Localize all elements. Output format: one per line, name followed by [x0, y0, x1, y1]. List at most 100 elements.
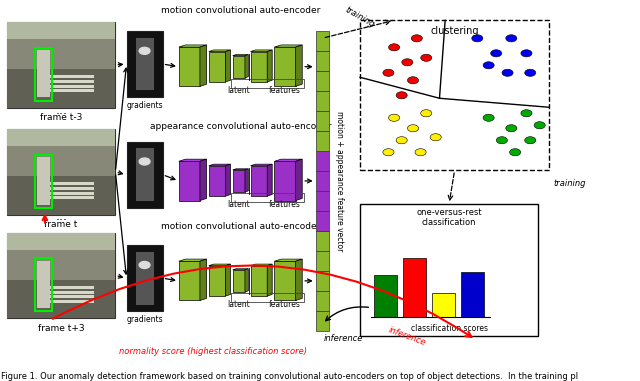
Polygon shape [233, 56, 245, 78]
Polygon shape [233, 270, 245, 292]
Polygon shape [245, 54, 248, 78]
Polygon shape [233, 269, 248, 270]
Text: Figure 1. Our anomaly detection framework based on training convolutional auto-e: Figure 1. Our anomaly detection framewor… [1, 372, 579, 381]
Polygon shape [316, 51, 330, 71]
Circle shape [483, 114, 494, 121]
Text: motion convolutional auto-encoder: motion convolutional auto-encoder [161, 222, 320, 231]
Bar [45, 197, 93, 199]
Polygon shape [209, 51, 225, 82]
Bar [45, 182, 93, 185]
Circle shape [420, 110, 432, 117]
Circle shape [139, 158, 150, 165]
Polygon shape [245, 269, 248, 292]
Polygon shape [316, 111, 330, 131]
Polygon shape [250, 50, 272, 51]
Polygon shape [268, 164, 272, 196]
Bar [7, 233, 115, 250]
Polygon shape [250, 166, 268, 196]
Bar [37, 157, 51, 205]
Bar [45, 75, 93, 78]
Bar [7, 280, 115, 319]
Polygon shape [209, 266, 225, 296]
Circle shape [521, 110, 532, 117]
Bar [403, 258, 426, 317]
Polygon shape [225, 164, 230, 196]
Bar [360, 204, 538, 336]
Text: frame t+3: frame t+3 [38, 324, 84, 333]
Polygon shape [200, 45, 207, 86]
Text: one-versus-rest
classification: one-versus-rest classification [416, 208, 482, 227]
Polygon shape [179, 259, 207, 261]
Circle shape [483, 62, 494, 69]
Circle shape [521, 50, 532, 57]
Circle shape [388, 44, 399, 51]
Bar [7, 22, 115, 39]
Bar [45, 80, 93, 83]
Polygon shape [245, 169, 248, 192]
Polygon shape [296, 159, 302, 200]
Bar [45, 295, 93, 298]
Text: features: features [269, 200, 301, 209]
Polygon shape [233, 170, 245, 192]
Circle shape [506, 125, 517, 132]
Bar [35, 258, 52, 312]
Polygon shape [316, 311, 330, 331]
Polygon shape [296, 45, 302, 86]
Bar [7, 39, 115, 69]
Text: inference: inference [324, 335, 363, 343]
Polygon shape [250, 266, 268, 296]
Polygon shape [275, 159, 302, 161]
Text: frame t: frame t [45, 220, 78, 229]
Polygon shape [316, 171, 330, 191]
Polygon shape [179, 159, 207, 161]
Circle shape [534, 122, 545, 129]
Polygon shape [209, 264, 230, 266]
Polygon shape [316, 231, 330, 251]
Circle shape [396, 92, 407, 99]
Polygon shape [233, 54, 248, 56]
Bar [136, 252, 154, 304]
Text: gradients: gradients [126, 315, 163, 325]
Circle shape [383, 69, 394, 76]
Polygon shape [233, 169, 248, 170]
Polygon shape [250, 51, 268, 82]
Bar [127, 142, 163, 208]
Polygon shape [209, 50, 230, 51]
Bar [432, 293, 455, 317]
Bar [45, 90, 93, 92]
Bar [360, 20, 549, 170]
Circle shape [139, 47, 150, 54]
Text: inference: inference [387, 325, 428, 347]
Bar [127, 245, 163, 311]
Circle shape [388, 114, 399, 121]
Circle shape [525, 69, 536, 76]
Polygon shape [316, 91, 330, 111]
Text: training: training [344, 5, 376, 29]
Bar [136, 148, 154, 201]
Polygon shape [275, 47, 296, 86]
Polygon shape [200, 159, 207, 200]
Polygon shape [275, 45, 302, 47]
Bar [374, 275, 397, 317]
Circle shape [496, 137, 508, 144]
Circle shape [415, 149, 426, 156]
Polygon shape [275, 161, 296, 200]
Text: gradients: gradients [126, 101, 163, 110]
Bar [45, 187, 93, 190]
Bar [45, 192, 93, 195]
Bar [45, 286, 93, 289]
Text: classification scores: classification scores [410, 323, 488, 333]
Text: latent: latent [227, 300, 250, 309]
Text: latent: latent [227, 200, 250, 209]
Polygon shape [275, 261, 296, 301]
Bar [7, 129, 115, 146]
Polygon shape [250, 264, 272, 266]
Circle shape [139, 261, 150, 269]
Polygon shape [268, 50, 272, 82]
Bar [35, 48, 52, 101]
Circle shape [506, 35, 517, 42]
Polygon shape [200, 259, 207, 301]
Circle shape [430, 134, 441, 141]
Bar [35, 155, 52, 208]
Bar [7, 69, 115, 108]
